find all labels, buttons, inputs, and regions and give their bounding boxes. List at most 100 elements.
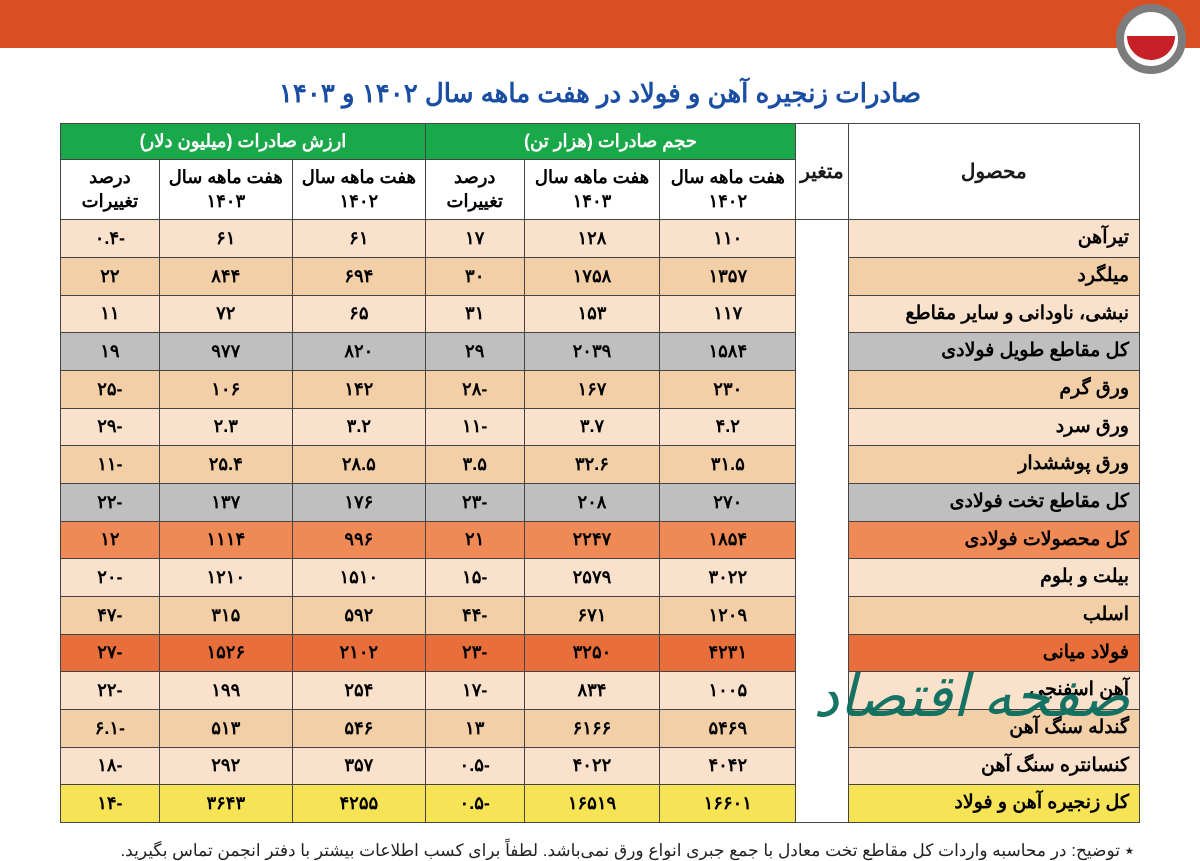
colgroup-value: ارزش صادرات (میلیون دلار): [61, 124, 426, 160]
cell-vol_pct: ۳۱: [425, 295, 524, 333]
cell-val_pct: -۱۸: [61, 747, 160, 785]
table-row: کنسانتره سنگ آهن ۴۰۴۲۴۰۲۲-۰.۵۳۵۷۲۹۲-۱۸: [61, 747, 1140, 785]
cell-vol_pct: ۲۹: [425, 333, 524, 371]
cell-vol1402: ۴۰۴۲: [660, 747, 796, 785]
cell-vol1402: ۴۲۳۱: [660, 634, 796, 672]
cell-vol1403: ۲۵۷۹: [524, 559, 660, 597]
cell-val_pct: -۲۲: [61, 483, 160, 521]
cell-vol1403: ۲۰۸: [524, 483, 660, 521]
cell-vol1402: ۱۳۵۷: [660, 257, 796, 295]
cell-val1402: ۵۴۶: [292, 710, 425, 748]
cell-vol1402: ۱۶۶۰۱: [660, 785, 796, 823]
cell-val1403: ۱۱۱۴: [159, 521, 292, 559]
col-vol-1403: هفت ماهه سال ۱۴۰۳: [524, 160, 660, 220]
cell-product: بیلت و بلوم: [848, 559, 1139, 597]
exports-table: محصول متغیر حجم صادرات (هزار تن) ارزش صا…: [60, 123, 1140, 823]
cell-val1402: ۲۸.۵: [292, 446, 425, 484]
brand-topbar: [0, 0, 1200, 48]
page-title: صادرات زنجیره آهن و فولاد در هفت ماهه سا…: [60, 78, 1140, 109]
table-row: ورق پوششدار۳۱.۵۳۲.۶۳.۵۲۸.۵۲۵.۴-۱۱: [61, 446, 1140, 484]
cell-val_pct: -۲۷: [61, 634, 160, 672]
cell-val_pct: -۲۲: [61, 672, 160, 710]
cell-val1403: ۳۱۵: [159, 597, 292, 635]
cell-val_pct: -۲۹: [61, 408, 160, 446]
cell-vol_pct: -۱۷: [425, 672, 524, 710]
cell-product: ورق گرم: [848, 370, 1139, 408]
cell-val1403: ۹۷۷: [159, 333, 292, 371]
cell-product: کل مقاطع طویل فولادی: [848, 333, 1139, 371]
brand-logo-icon: [1116, 4, 1186, 74]
cell-val1403: ۱۵۲۶: [159, 634, 292, 672]
cell-val1403: ۵۱۳: [159, 710, 292, 748]
cell-vol_pct: ۱۷: [425, 220, 524, 258]
cell-vol_pct: ۱۳: [425, 710, 524, 748]
cell-vol_pct: ۲۱: [425, 521, 524, 559]
colgroup-volume: حجم صادرات (هزار تن): [425, 124, 795, 160]
cell-val1403: ۲۵.۴: [159, 446, 292, 484]
col-val-pct: درصد تغییرات: [61, 160, 160, 220]
cell-val1402: ۶۱: [292, 220, 425, 258]
cell-vol1403: ۳۲.۶: [524, 446, 660, 484]
table-row: کل زنجیره آهن و فولاد ۱۶۶۰۱۱۶۵۱۹-۰.۵۴۲۵۵۳…: [61, 785, 1140, 823]
cell-vol1402: ۱۸۵۴: [660, 521, 796, 559]
cell-vol1402: ۴.۲: [660, 408, 796, 446]
cell-val1402: ۱۵۱۰: [292, 559, 425, 597]
cell-vol_pct: -۲۳: [425, 483, 524, 521]
cell-val_pct: ۱۲: [61, 521, 160, 559]
cell-val1403: ۷۲: [159, 295, 292, 333]
cell-product: میلگرد: [848, 257, 1139, 295]
cell-val_pct: ۱۱: [61, 295, 160, 333]
cell-vol1403: ۱۶۵۱۹: [524, 785, 660, 823]
col-val-1402: هفت ماهه سال ۱۴۰۲: [292, 160, 425, 220]
cell-vol1402: ۳۰۲۲: [660, 559, 796, 597]
cell-vol1403: ۱۵۳: [524, 295, 660, 333]
table-row: کل محصولات فولادی۱۸۵۴۲۲۴۷۲۱۹۹۶۱۱۱۴۱۲: [61, 521, 1140, 559]
col-variable: متغیر: [796, 124, 848, 220]
cell-vol_pct: -۲۸: [425, 370, 524, 408]
cell-product: گندله سنگ آهن: [848, 710, 1139, 748]
cell-val1403: ۱۹۹: [159, 672, 292, 710]
table-row: فولاد میانی۴۲۳۱۳۲۵۰-۲۳۲۱۰۲۱۵۲۶-۲۷: [61, 634, 1140, 672]
cell-vol1402: ۱۱۰: [660, 220, 796, 258]
cell-vol1403: ۲۰۳۹: [524, 333, 660, 371]
cell-val1402: ۳.۲: [292, 408, 425, 446]
cell-val1402: ۲۵۴: [292, 672, 425, 710]
cell-vol1403: ۱۲۸: [524, 220, 660, 258]
cell-vol_pct: ۳.۵: [425, 446, 524, 484]
cell-product: اسلب: [848, 597, 1139, 635]
cell-val_pct: -۲۵: [61, 370, 160, 408]
cell-product: نبشی، ناودانی و سایر مقاطع: [848, 295, 1139, 333]
cell-val1403: ۶۱: [159, 220, 292, 258]
cell-val1403: ۲۹۲: [159, 747, 292, 785]
cell-val_pct: -۰.۴: [61, 220, 160, 258]
cell-variable-spacer: [796, 220, 848, 823]
table-row: اسلب۱۲۰۹۶۷۱-۴۴۵۹۲۳۱۵-۴۷: [61, 597, 1140, 635]
cell-val1402: ۸۲۰: [292, 333, 425, 371]
cell-vol1402: ۱۰۰۵: [660, 672, 796, 710]
cell-product: تیرآهن: [848, 220, 1139, 258]
cell-vol1403: ۲۲۴۷: [524, 521, 660, 559]
cell-vol_pct: ۳۰: [425, 257, 524, 295]
cell-vol1403: ۳.۷: [524, 408, 660, 446]
cell-vol1403: ۶۷۱: [524, 597, 660, 635]
cell-vol1402: ۵۴۶۹: [660, 710, 796, 748]
cell-vol_pct: -۴۴: [425, 597, 524, 635]
cell-product: فولاد میانی: [848, 634, 1139, 672]
cell-val1402: ۳۵۷: [292, 747, 425, 785]
cell-val1402: ۶۹۴: [292, 257, 425, 295]
cell-product: ورق سرد: [848, 408, 1139, 446]
cell-vol1403: ۴۰۲۲: [524, 747, 660, 785]
cell-val1403: ۳۶۴۳: [159, 785, 292, 823]
cell-product: ورق پوششدار: [848, 446, 1139, 484]
cell-product: کنسانتره سنگ آهن: [848, 747, 1139, 785]
cell-val1402: ۶۵: [292, 295, 425, 333]
cell-val1402: ۱۴۲: [292, 370, 425, 408]
col-vol-pct: درصد تغییرات: [425, 160, 524, 220]
cell-vol_pct: -۰.۵: [425, 747, 524, 785]
cell-product: کل زنجیره آهن و فولاد: [848, 785, 1139, 823]
cell-val1402: ۴۲۵۵: [292, 785, 425, 823]
cell-vol_pct: -۰.۵: [425, 785, 524, 823]
table-row: کل مقاطع تخت فولادی۲۷۰۲۰۸-۲۳۱۷۶۱۳۷-۲۲: [61, 483, 1140, 521]
table-row: ورق گرم۲۳۰۱۶۷-۲۸۱۴۲۱۰۶-۲۵: [61, 370, 1140, 408]
cell-val_pct: ۱۹: [61, 333, 160, 371]
